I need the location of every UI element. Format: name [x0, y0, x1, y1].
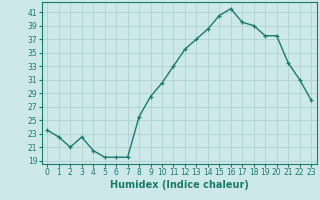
- X-axis label: Humidex (Indice chaleur): Humidex (Indice chaleur): [110, 180, 249, 190]
